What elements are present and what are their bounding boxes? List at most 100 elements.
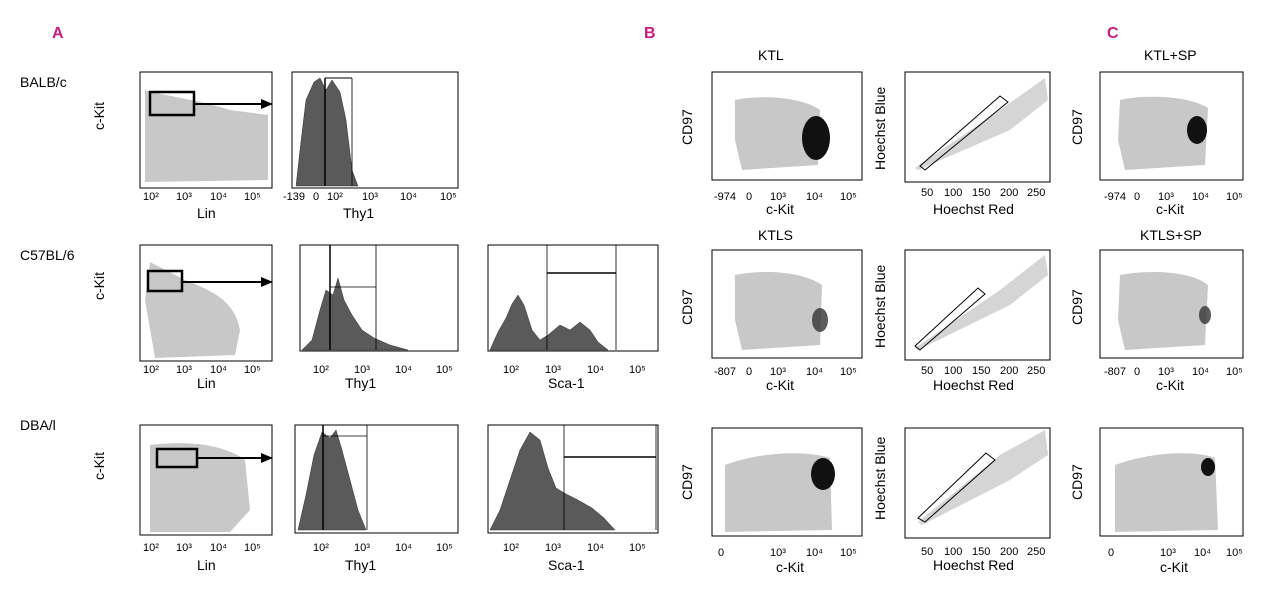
plot-dba-sp bbox=[1099, 427, 1244, 537]
axis-label-cd97: CD97 bbox=[679, 464, 695, 500]
tick-x: 10² bbox=[143, 542, 159, 554]
axis-label-cd97: CD97 bbox=[1069, 464, 1085, 500]
tick-x: 10⁵ bbox=[840, 191, 857, 203]
axis-label-ckit: c-Kit bbox=[91, 102, 107, 130]
tick-x: 10⁴ bbox=[395, 364, 412, 376]
tick-x: 10⁴ bbox=[395, 542, 412, 554]
tick-x: 150 bbox=[972, 546, 990, 558]
tick-x: 0 bbox=[746, 366, 752, 378]
tick-x: 100 bbox=[944, 365, 962, 377]
tick-x: 10⁵ bbox=[440, 191, 457, 203]
tick-x: 10⁵ bbox=[436, 364, 453, 376]
axis-label-hoechst-blue: Hoechst Blue bbox=[872, 265, 888, 348]
plot-ktls-hoechst bbox=[904, 249, 1051, 361]
tick-x: 10³ bbox=[1158, 191, 1174, 203]
hist-balbc-thy1 bbox=[291, 71, 459, 189]
tick-x: 150 bbox=[972, 365, 990, 377]
tick-x: 10⁴ bbox=[587, 364, 604, 376]
axis-label-hoechst-red: Hoechst Red bbox=[933, 557, 1014, 573]
tick-x: 0 bbox=[746, 191, 752, 203]
panel-label-b: B bbox=[644, 25, 656, 42]
tick-x: 10³ bbox=[354, 542, 370, 554]
tick-x: 10³ bbox=[545, 364, 561, 376]
tick-x: 10² bbox=[313, 364, 329, 376]
axis-label-sca1: Sca-1 bbox=[548, 557, 585, 573]
title-ktls-sp: KTLS+SP bbox=[1140, 227, 1202, 243]
plot-c57-lin-ckit bbox=[139, 244, 273, 362]
tick-x: 150 bbox=[972, 187, 990, 199]
population-black bbox=[802, 116, 830, 160]
axis-label-ckit: c-Kit bbox=[91, 452, 107, 480]
plot-ktl-sp bbox=[1099, 71, 1244, 181]
tick-x: 50 bbox=[921, 187, 933, 199]
tick-x: 10⁵ bbox=[244, 364, 261, 376]
tick-x: 250 bbox=[1027, 365, 1045, 377]
tick-x: 10⁵ bbox=[1226, 547, 1243, 559]
axis-label-cd97: CD97 bbox=[679, 289, 695, 325]
axis-label-lin: Lin bbox=[197, 375, 216, 391]
hist-c57-thy1 bbox=[299, 244, 459, 352]
tick-x: 10⁵ bbox=[1226, 191, 1243, 203]
tick-x: 250 bbox=[1027, 187, 1045, 199]
tick-x: 10³ bbox=[770, 547, 786, 559]
tick-x: 10⁵ bbox=[244, 542, 261, 554]
axis-label-thy1: Thy1 bbox=[345, 557, 376, 573]
tick-x: 10³ bbox=[770, 191, 786, 203]
tick-x: 10³ bbox=[1158, 366, 1174, 378]
tick-x: 10² bbox=[327, 191, 343, 203]
tick-x: 10⁴ bbox=[210, 364, 227, 376]
axis-label-sca1: Sca-1 bbox=[548, 375, 585, 391]
axis-label-cd97: CD97 bbox=[1069, 289, 1085, 325]
axis-label-hoechst-red: Hoechst Red bbox=[933, 377, 1014, 393]
tick-x: 10³ bbox=[176, 364, 192, 376]
tick-x: 10⁴ bbox=[587, 542, 604, 554]
axis-label-ckit: c-Kit bbox=[91, 272, 107, 300]
strain-label-balbc: BALB/c bbox=[20, 74, 67, 90]
tick-x: -974 bbox=[1104, 191, 1126, 203]
tick-x: 250 bbox=[1027, 546, 1045, 558]
plot-dba-lin-ckit bbox=[139, 424, 273, 536]
tick-x: 10⁴ bbox=[210, 191, 227, 203]
tick-x: -807 bbox=[714, 366, 736, 378]
tick-x: 0 bbox=[718, 547, 724, 559]
axis-label-hoechst-red: Hoechst Red bbox=[933, 201, 1014, 217]
axis-label-ckit: c-Kit bbox=[776, 559, 804, 575]
axis-label-ckit: c-Kit bbox=[1160, 559, 1188, 575]
tick-x: -974 bbox=[714, 191, 736, 203]
tick-x: 10³ bbox=[545, 542, 561, 554]
title-ktl: KTL bbox=[758, 47, 784, 63]
axis-label-lin: Lin bbox=[197, 205, 216, 221]
tick-x: 10⁴ bbox=[210, 542, 227, 554]
tick-x: 10⁴ bbox=[1194, 547, 1211, 559]
axis-label-cd97: CD97 bbox=[679, 109, 695, 145]
plot-ktls-sp bbox=[1099, 249, 1244, 359]
axis-label-thy1: Thy1 bbox=[345, 375, 376, 391]
plot-ktl-hoechst bbox=[904, 71, 1051, 183]
tick-x: 50 bbox=[921, 546, 933, 558]
tick-x: 0 bbox=[1134, 191, 1140, 203]
tick-x: 10⁵ bbox=[629, 542, 646, 554]
axis-label-cd97: CD97 bbox=[1069, 109, 1085, 145]
axis-label-hoechst-blue: Hoechst Blue bbox=[872, 87, 888, 170]
tick-x: 10³ bbox=[362, 191, 378, 203]
axis-label-lin: Lin bbox=[197, 557, 216, 573]
tick-x: 200 bbox=[1000, 365, 1018, 377]
tick-x: 10³ bbox=[354, 364, 370, 376]
tick-x: 10² bbox=[143, 191, 159, 203]
tick-x: 10³ bbox=[770, 366, 786, 378]
tick-x: 10² bbox=[143, 364, 159, 376]
tick-x: 0 bbox=[313, 191, 319, 203]
tick-x: 10² bbox=[503, 364, 519, 376]
tick-x: 10² bbox=[313, 542, 329, 554]
tick-x: 0 bbox=[1108, 547, 1114, 559]
hist-dba-thy1 bbox=[294, 424, 459, 534]
tick-x: 10⁴ bbox=[1192, 366, 1209, 378]
tick-x: 10⁵ bbox=[1226, 366, 1243, 378]
tick-x: 10⁵ bbox=[840, 366, 857, 378]
tick-x: 10² bbox=[503, 542, 519, 554]
population-gray bbox=[145, 90, 268, 182]
strain-label-c57: C57BL/6 bbox=[20, 247, 75, 263]
plot-dba-hoechst bbox=[904, 427, 1051, 539]
tick-x: 10⁵ bbox=[436, 542, 453, 554]
